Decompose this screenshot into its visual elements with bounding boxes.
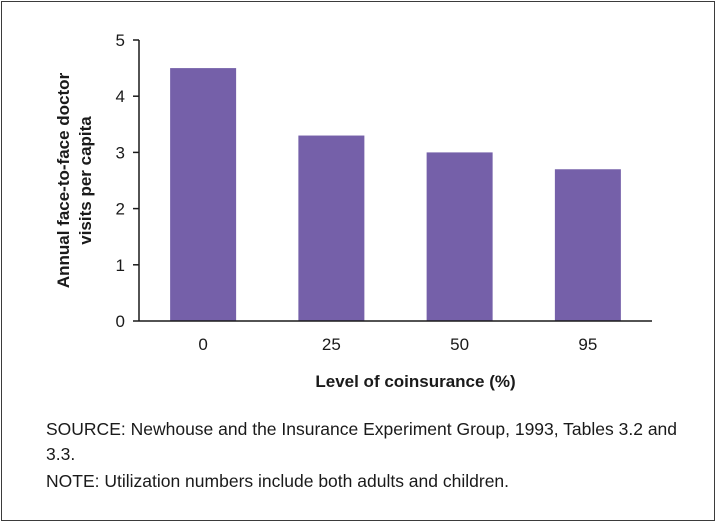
- x-tick-label-95: 95: [578, 335, 597, 354]
- x-axis-label: Level of coinsurance (%): [315, 372, 515, 391]
- x-tick-label-0: 0: [198, 335, 207, 354]
- x-tick-label-25: 25: [322, 335, 341, 354]
- y-axis-label-line-1: Annual face-to-face doctor: [54, 72, 73, 288]
- y-tick-label-0: 0: [116, 312, 125, 331]
- bar-25: [298, 135, 365, 321]
- bar-50: [426, 152, 493, 321]
- source-note: SOURCE: Newhouse and the Insurance Exper…: [46, 419, 678, 464]
- bar-95: [554, 169, 621, 321]
- bar-chart: 0 1 2 3 4 5 0 25 50 95 Annual face-to-face docto…: [54, 31, 652, 391]
- y-tick-label-2: 2: [116, 200, 125, 219]
- y-tick-label-1: 1: [116, 256, 125, 275]
- y-tick-label-4: 4: [116, 87, 125, 106]
- y-axis-label-line-2: visits per capita: [76, 116, 95, 245]
- y-tick-label-3: 3: [116, 143, 125, 162]
- y-tick-label-5: 5: [116, 31, 125, 50]
- bar-0: [170, 68, 237, 321]
- x-tick-label-50: 50: [450, 335, 469, 354]
- utilization-note: NOTE: Utilization numbers include both a…: [46, 471, 510, 491]
